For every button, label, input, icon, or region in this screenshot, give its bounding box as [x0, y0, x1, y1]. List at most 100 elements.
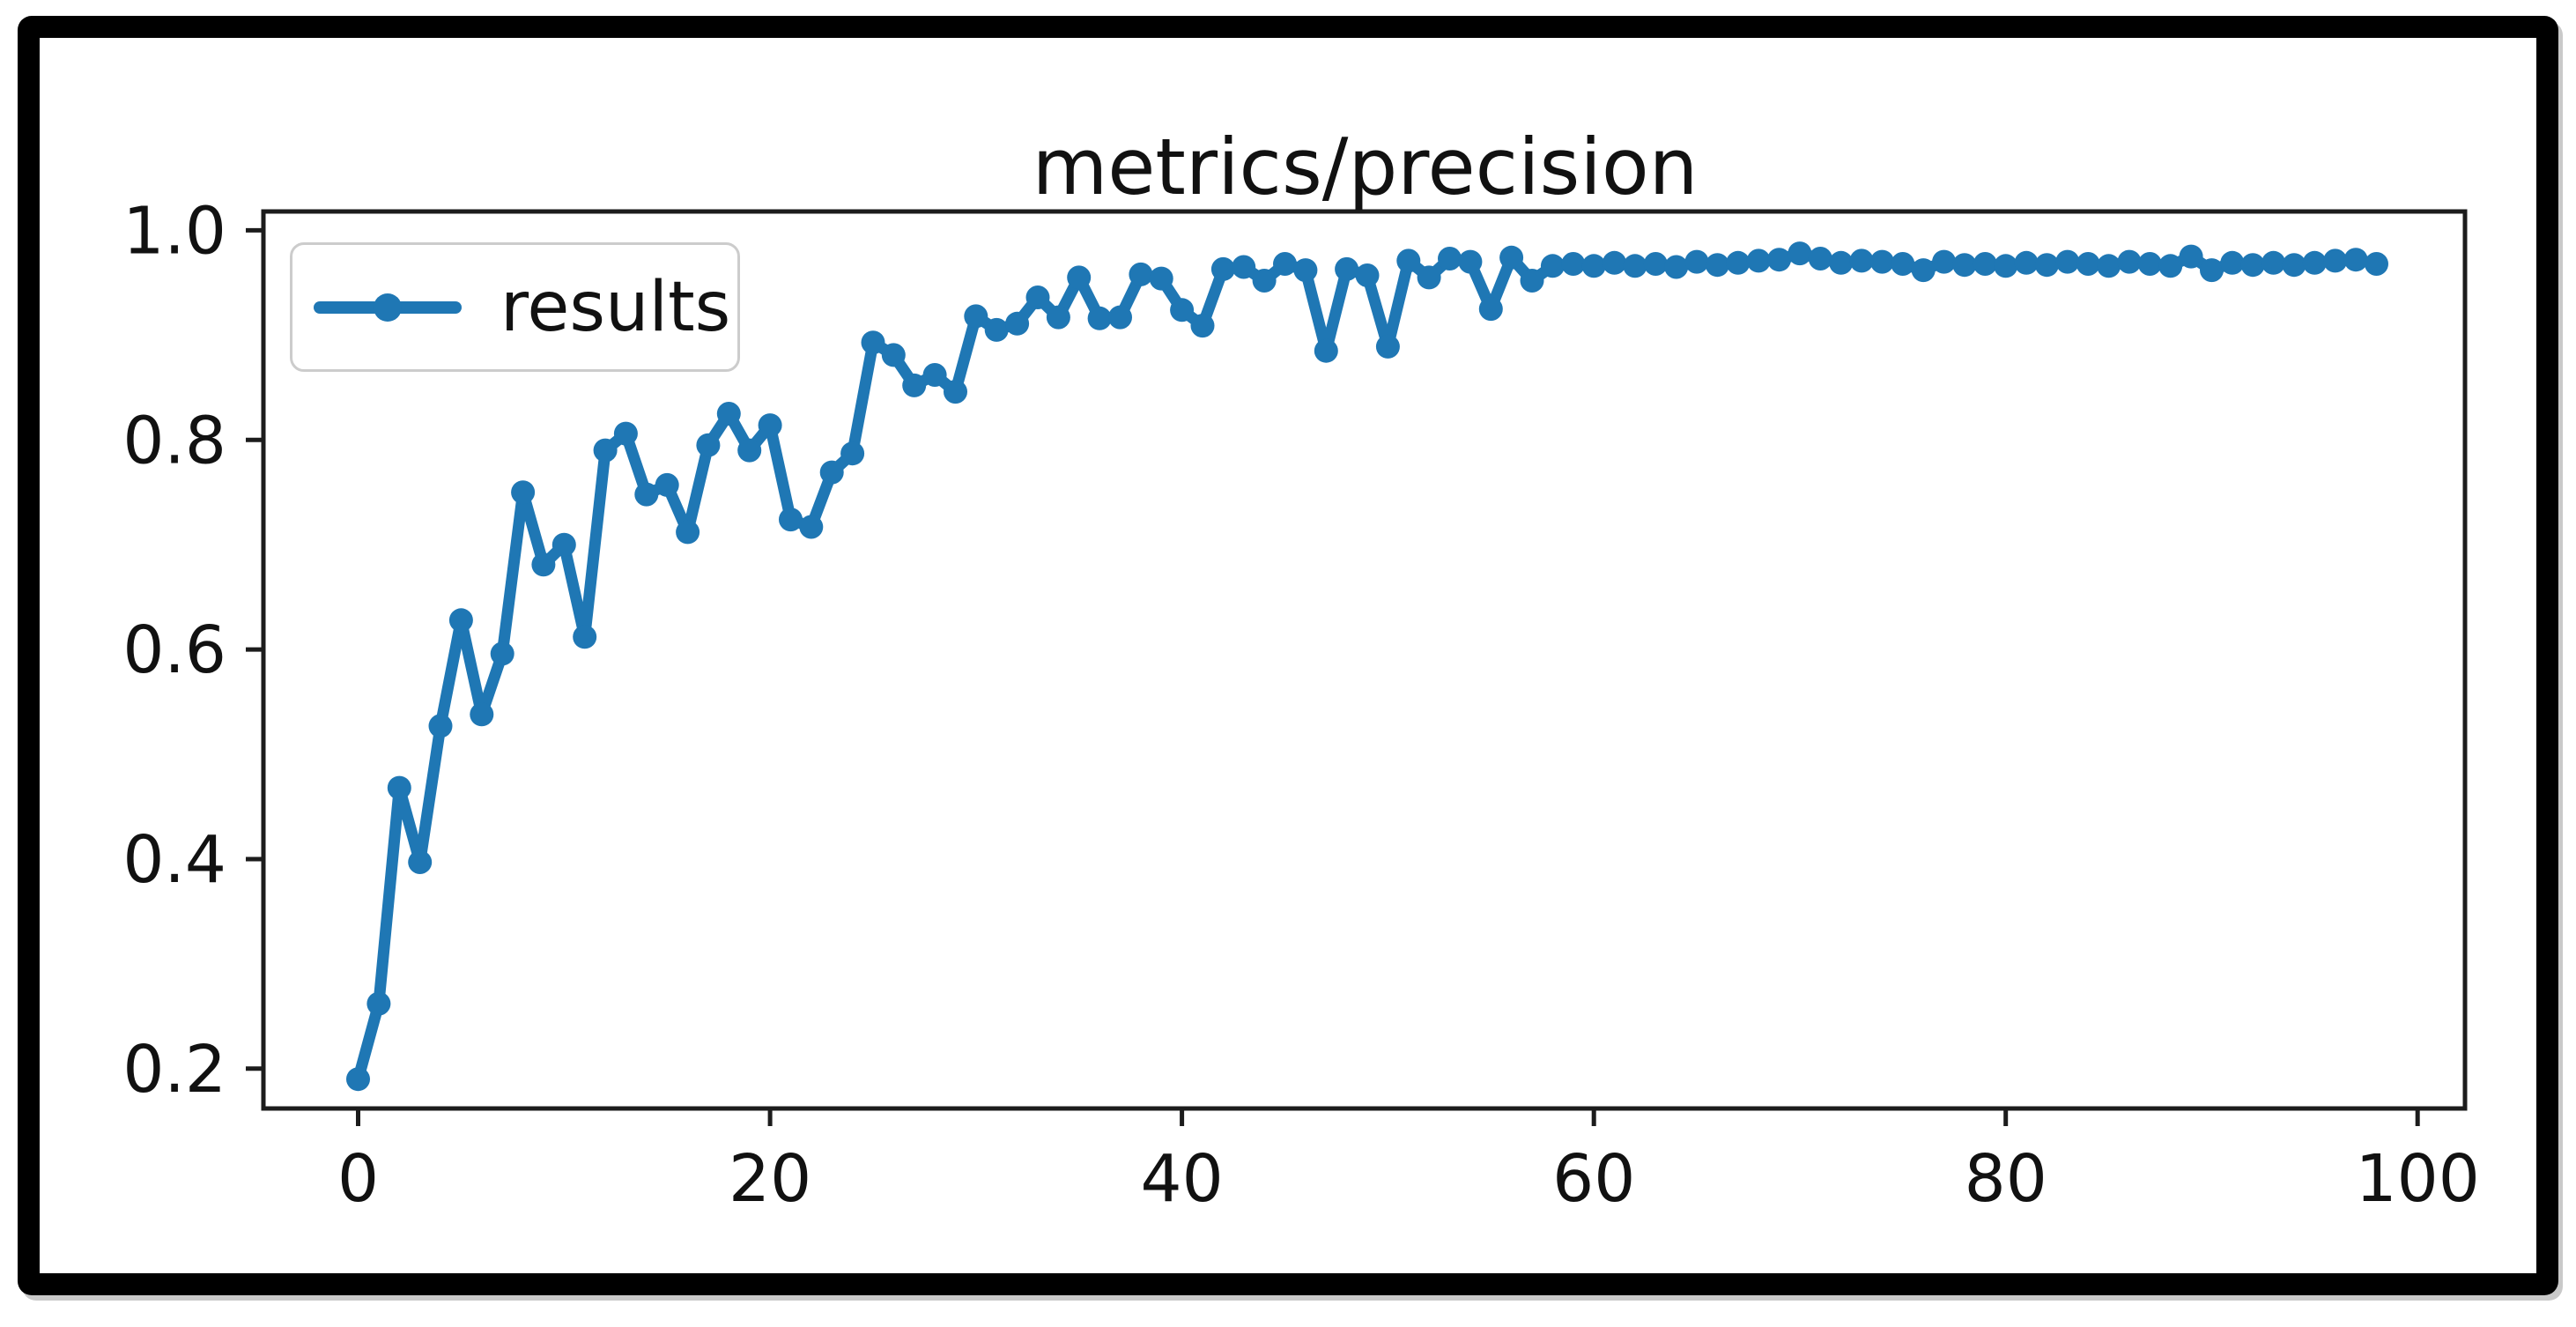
data-point-marker [779, 508, 803, 532]
data-point-marker [1170, 298, 1195, 322]
data-point-marker [593, 438, 618, 463]
data-point-marker [819, 460, 844, 485]
data-point-marker [799, 515, 824, 539]
data-point-marker [1396, 248, 1421, 273]
legend-line-sample [314, 293, 462, 322]
data-point-marker [1664, 255, 1689, 279]
data-point-marker [366, 991, 391, 1016]
data-point-marker [551, 532, 576, 557]
data-point-marker [1458, 249, 1483, 274]
data-point-marker [1025, 285, 1050, 309]
data-point-marker [655, 472, 679, 497]
data-point-marker [902, 373, 927, 397]
x-tick-label: 0 [337, 1141, 379, 1217]
data-point-marker [1067, 265, 1092, 290]
data-point-marker [1210, 256, 1235, 281]
data-point-marker [1355, 263, 1380, 287]
data-point-marker [2117, 249, 2142, 274]
data-point-marker [1108, 305, 1132, 330]
data-point-marker [511, 480, 536, 505]
data-point-marker [2055, 249, 2080, 274]
data-point-marker [1273, 252, 1297, 276]
x-tick-label: 60 [1552, 1141, 1635, 1217]
data-point-marker [2365, 252, 2388, 276]
x-tick-label: 80 [1965, 1141, 2047, 1217]
legend-label: results [500, 267, 731, 347]
data-point-marker [1581, 254, 1606, 278]
data-point-marker [1767, 248, 1791, 272]
data-point-marker [1375, 334, 1400, 359]
data-point-marker [346, 1067, 370, 1092]
data-point-marker [634, 482, 659, 507]
data-point-marker [922, 363, 947, 387]
data-point-marker [2240, 253, 2265, 278]
y-tick-label: 0.2 [122, 1032, 226, 1108]
legend: results [290, 242, 740, 372]
data-point-marker [1046, 305, 1070, 330]
data-point-marker [1849, 248, 1874, 273]
data-point-marker [1643, 252, 1668, 276]
data-point-marker [1705, 253, 1729, 278]
x-tick-label: 40 [1141, 1141, 1224, 1217]
data-point-marker [716, 402, 741, 426]
y-tick-label: 0.4 [122, 822, 226, 898]
data-point-marker [1973, 252, 1997, 276]
data-point-marker [1746, 248, 1771, 273]
data-point-marker [1891, 252, 1915, 276]
data-point-marker [1994, 254, 2018, 278]
data-point-marker [1911, 258, 1936, 283]
data-point-marker [1623, 254, 1647, 278]
data-point-marker [1808, 247, 1832, 271]
data-point-marker [448, 608, 473, 633]
results-line [352, 248, 2382, 1086]
data-point-marker [1314, 338, 1338, 363]
data-point-marker [490, 641, 514, 666]
data-point-marker [2343, 248, 2368, 272]
y-tick-label: 1.0 [122, 193, 226, 269]
data-point-marker [2220, 250, 2245, 275]
data-point-marker [944, 380, 967, 404]
data-point-marker [1684, 249, 1709, 274]
y-tick-label: 0.8 [122, 403, 226, 478]
data-point-marker [2158, 254, 2183, 278]
data-point-marker [1932, 249, 1957, 274]
data-point-marker [758, 413, 782, 438]
data-point-marker [737, 438, 762, 463]
data-point-marker [2302, 250, 2327, 275]
data-point-marker [2323, 248, 2348, 273]
data-point-marker [1293, 258, 1318, 283]
data-point-marker [1087, 306, 1112, 330]
legend-marker-dot [374, 293, 402, 322]
data-point-marker [1252, 269, 1277, 293]
data-point-marker [1129, 262, 1153, 286]
x-tick-label: 20 [729, 1141, 811, 1217]
data-point-marker [1561, 252, 1586, 276]
data-point-marker [1499, 245, 1524, 270]
data-point-marker [1478, 297, 1503, 322]
data-point-marker [1417, 265, 1441, 290]
data-point-marker [470, 702, 494, 727]
data-point-marker [1788, 241, 1812, 266]
data-point-marker [2034, 253, 2059, 278]
data-point-marker [1520, 269, 1544, 293]
chart-title: metrics/precision [1032, 122, 1699, 212]
data-point-marker [387, 775, 411, 800]
data-point-marker [2261, 250, 2286, 275]
data-point-marker [2097, 254, 2121, 278]
x-axis: 0 20 40 60 80 100 [337, 1108, 2480, 1217]
data-point-marker [1540, 254, 1565, 278]
data-point-marker [840, 441, 865, 466]
data-point-marker [1869, 249, 1894, 274]
results-series [346, 241, 2388, 1092]
data-point-marker [1149, 266, 1173, 291]
data-point-marker [2179, 244, 2203, 269]
axes-spines [261, 209, 2468, 1111]
data-point-marker [1335, 256, 1359, 281]
data-point-marker [613, 421, 638, 446]
data-point-marker [2014, 250, 2039, 275]
x-tick-label: 100 [2356, 1141, 2480, 1217]
data-point-marker [1952, 253, 1977, 278]
data-point-marker [2200, 258, 2224, 283]
